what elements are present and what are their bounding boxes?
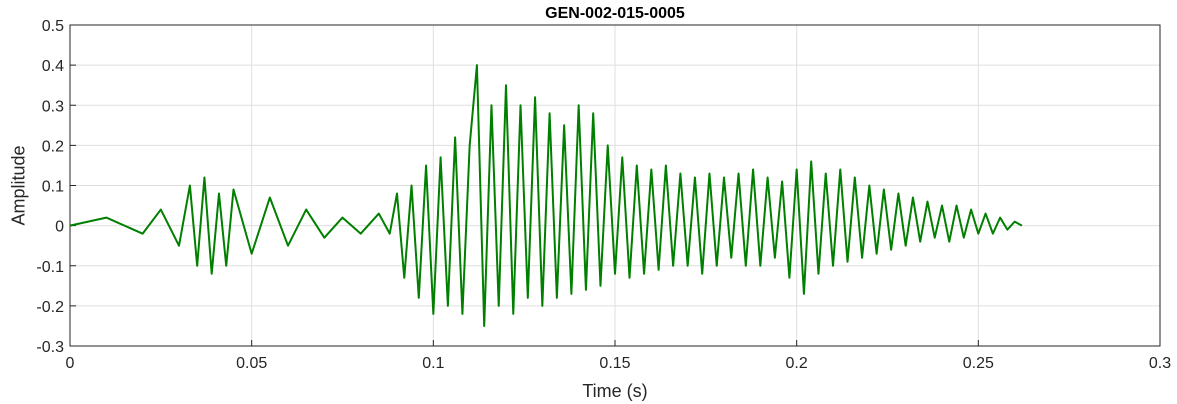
series-line-0 bbox=[69, 64, 1023, 327]
x-tick-label: 0.2 bbox=[786, 355, 808, 372]
y-tick-label: 0 bbox=[55, 219, 64, 236]
x-tick-label: 0.3 bbox=[1149, 355, 1171, 372]
axis-ticks: 0 0.05 0.1 0.15 0.2 0.25 0.3 -0.3 -0.2 -0.1 0 0.1 0.… bbox=[36, 18, 1171, 372]
y-tick-label: 0.2 bbox=[42, 138, 64, 155]
y-tick-label: 0.1 bbox=[42, 179, 64, 196]
x-tick-label: 0.25 bbox=[963, 355, 994, 372]
x-tick-label: 0.15 bbox=[599, 355, 630, 372]
y-tick-label: -0.1 bbox=[36, 259, 64, 276]
chart-title: GEN-002-015-0005 bbox=[545, 5, 685, 22]
y-tick-label: -0.3 bbox=[36, 339, 64, 356]
y-tick-label: 0.5 bbox=[42, 18, 64, 35]
x-axis-label: Time (s) bbox=[582, 381, 647, 401]
x-tick-label: 0 bbox=[66, 355, 75, 372]
x-tick-label: 0.05 bbox=[236, 355, 267, 372]
y-tick-label: 0.4 bbox=[42, 58, 64, 75]
series-group bbox=[69, 64, 1023, 327]
y-tick-label: 0.3 bbox=[42, 98, 64, 115]
x-tick-label: 0.1 bbox=[422, 355, 444, 372]
grid bbox=[69, 24, 1161, 347]
y-axis-label: Amplitude bbox=[8, 145, 28, 225]
y-tick-label: -0.2 bbox=[36, 299, 64, 316]
